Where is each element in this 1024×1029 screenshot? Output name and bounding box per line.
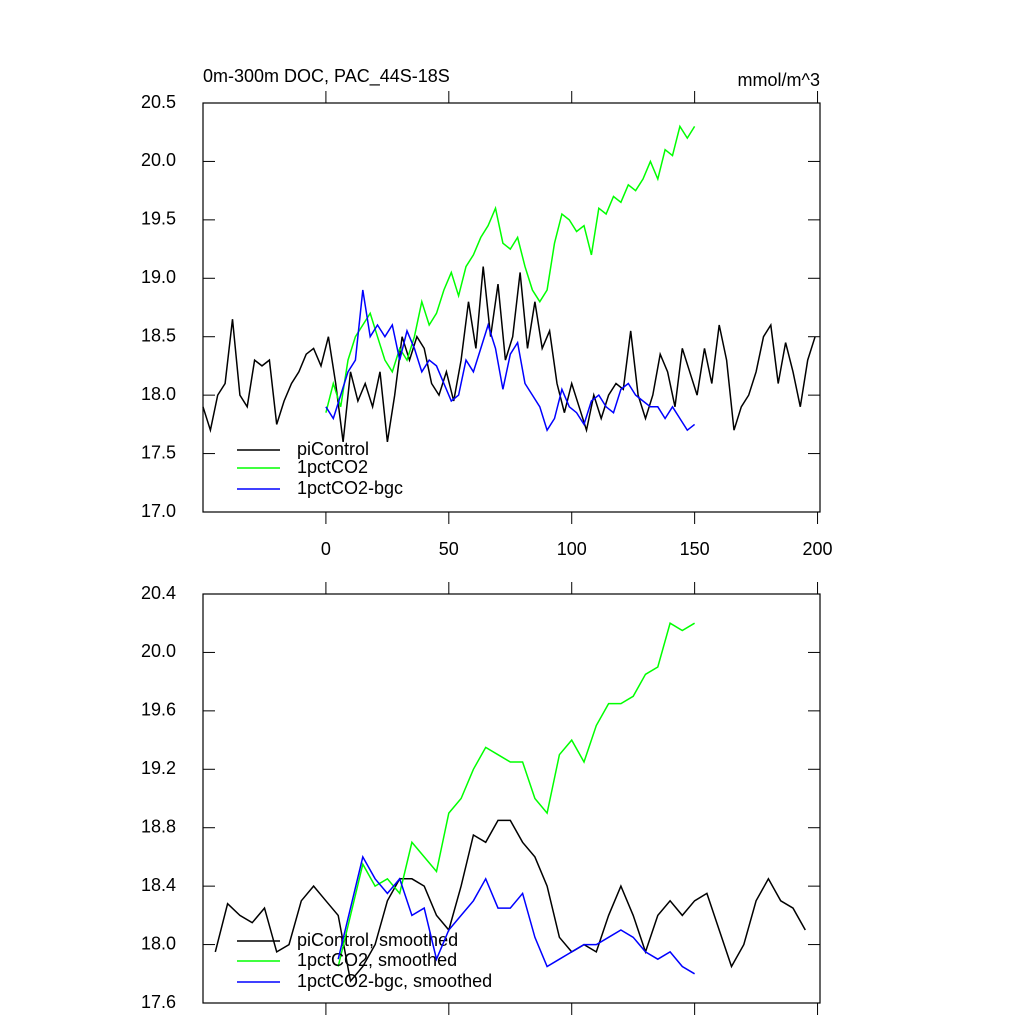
y-tick-label: 19.2: [141, 758, 176, 778]
y-tick-label: 17.5: [141, 442, 176, 462]
legend-label: 1pctCO2: [297, 457, 368, 477]
y-tick-label: 18.5: [141, 325, 176, 345]
data-line: [325, 124, 696, 413]
data-line: [337, 622, 695, 967]
x-tick-label: 0: [321, 539, 331, 559]
legend-label: 1pctCO2-bgc, smoothed: [297, 971, 492, 991]
y-tick-label: 19.5: [141, 209, 176, 229]
data-line: [325, 289, 696, 432]
y-tick-label: 18.0: [141, 384, 176, 404]
data-line: [337, 854, 695, 975]
x-tick-label: 100: [557, 539, 587, 559]
y-tick-label: 18.0: [141, 933, 176, 953]
chart-title: 0m-300m DOC, PAC_44S-18S: [203, 66, 450, 87]
x-tick-label: 200: [803, 539, 833, 559]
y-tick-label: 20.5: [141, 92, 176, 112]
x-tick-label: 50: [439, 539, 459, 559]
legend-label: piControl, smoothed: [297, 930, 458, 950]
y-tick-label: 17.0: [141, 501, 176, 521]
legend-label: 1pctCO2-bgc: [297, 478, 403, 498]
unit-label: mmol/m^3: [738, 70, 820, 90]
data-line: [202, 266, 816, 443]
y-tick-label: 19.0: [141, 267, 176, 287]
x-tick-label: 150: [680, 539, 710, 559]
data-line: [214, 819, 806, 983]
y-tick-label: 18.4: [141, 875, 176, 895]
legend-label: piControl: [297, 439, 369, 459]
y-tick-label: 20.4: [141, 583, 176, 603]
y-tick-label: 20.0: [141, 641, 176, 661]
y-tick-label: 20.0: [141, 150, 176, 170]
y-tick-label: 19.6: [141, 700, 176, 720]
plot-frame: [202, 593, 821, 1004]
plot-frame: [202, 102, 821, 513]
legend-label: 1pctCO2, smoothed: [297, 950, 457, 970]
y-tick-label: 17.6: [141, 992, 176, 1012]
y-tick-label: 18.8: [141, 816, 176, 836]
